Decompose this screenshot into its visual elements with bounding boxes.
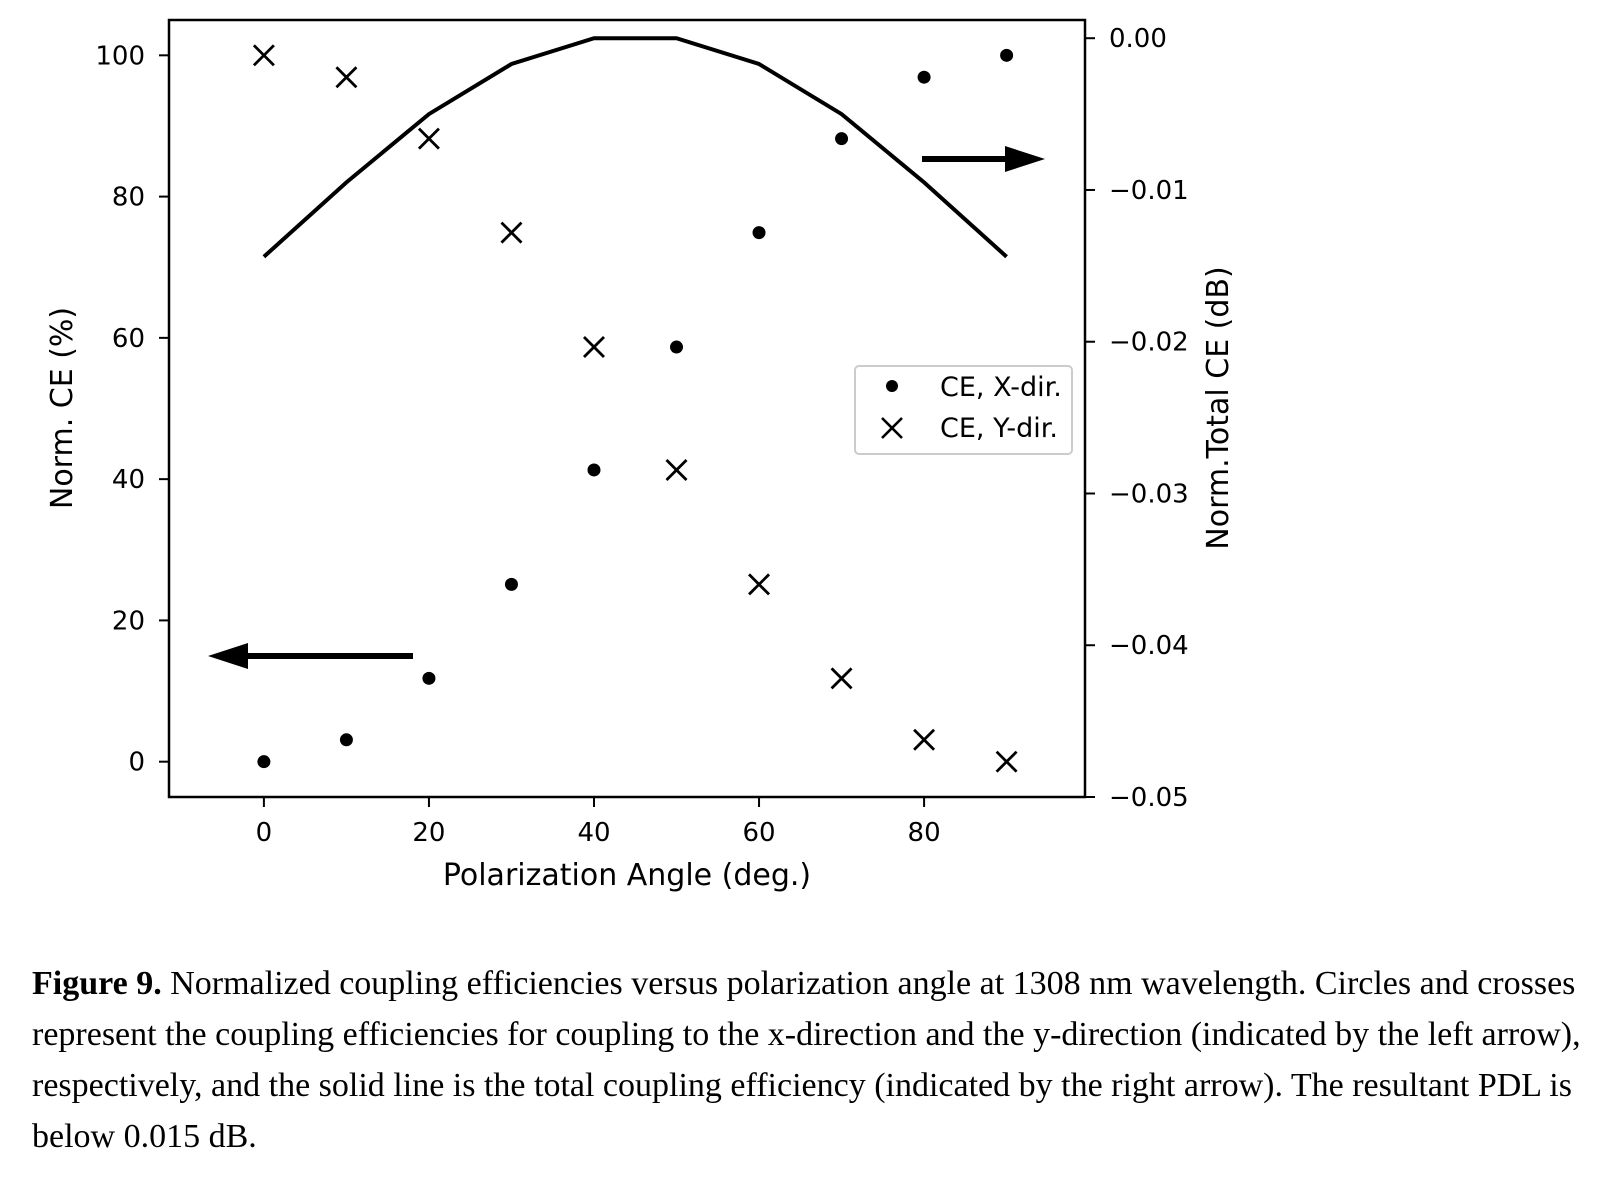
point-y-dir bbox=[830, 667, 853, 690]
y-tick-label-right: −0.01 bbox=[1109, 176, 1189, 206]
caption-text: Normalized coupling efficiencies versus … bbox=[32, 965, 1581, 1155]
legend-marker-cross bbox=[881, 417, 903, 439]
x-axis-label: Polarization Angle (deg.) bbox=[443, 858, 811, 893]
point-y-dir bbox=[335, 66, 358, 89]
y-tick-label-left: 100 bbox=[95, 41, 145, 71]
chart-marks bbox=[252, 36, 1018, 773]
point-x-dir bbox=[504, 577, 518, 591]
chart: 0 20 40 60 80 0 20 40 60 80 100 0.00 −0.01 −0.02 −0.03… bbox=[45, 18, 1236, 893]
y-tick-label-left: 60 bbox=[112, 324, 145, 354]
right-arrow-annotation bbox=[922, 146, 1045, 172]
point-y-dir bbox=[583, 336, 605, 359]
legend-box bbox=[854, 365, 1073, 455]
legend-label-y-dir: CE, Y-dir. bbox=[940, 413, 1058, 444]
y-tick-label-left: 40 bbox=[112, 465, 145, 495]
y-tick-label-right: −0.03 bbox=[1109, 479, 1189, 509]
point-x-dir bbox=[257, 755, 271, 769]
point-y-dir bbox=[500, 221, 523, 244]
legend-label-x-dir: CE, X-dir. bbox=[940, 372, 1062, 403]
point-y-dir bbox=[417, 127, 440, 150]
point-y-dir bbox=[748, 573, 771, 596]
x-tick-label: 40 bbox=[577, 818, 610, 848]
y-tick-label-right: −0.02 bbox=[1109, 328, 1189, 358]
y-tick-label-right: −0.04 bbox=[1109, 631, 1189, 661]
point-x-dir bbox=[1000, 48, 1014, 62]
point-y-dir bbox=[665, 458, 688, 481]
y-tick-label-left: 80 bbox=[112, 183, 145, 213]
legend-marker-circle bbox=[886, 380, 898, 392]
point-x-dir bbox=[587, 463, 601, 477]
left-arrow-annotation bbox=[208, 643, 413, 669]
point-x-dir bbox=[752, 226, 766, 240]
axes: 0 20 40 60 80 0 20 40 60 80 100 0.00 −0.01 −0.02 −0.03… bbox=[95, 24, 1188, 848]
legend: CE, X-dir. CE, Y-dir. bbox=[854, 365, 1073, 455]
point-y-dir bbox=[995, 750, 1018, 773]
plot-frame bbox=[167, 18, 1087, 799]
y-tick-label-right: −0.05 bbox=[1109, 783, 1189, 813]
y-axis-label-left: Norm. CE (%) bbox=[45, 307, 80, 509]
y-tick-label-left: 0 bbox=[128, 748, 145, 778]
point-x-dir bbox=[835, 132, 849, 146]
caption-label: Figure 9. bbox=[32, 965, 162, 1002]
x-tick-label: 60 bbox=[742, 818, 775, 848]
point-y-dir bbox=[252, 44, 275, 67]
x-tick-label: 20 bbox=[412, 818, 445, 848]
y-axis-label-right: Norm.Total CE (dB) bbox=[1201, 266, 1236, 549]
y-tick-label-right: 0.00 bbox=[1109, 24, 1167, 54]
point-y-dir bbox=[913, 728, 936, 751]
total-ce-line bbox=[262, 36, 1008, 259]
point-x-dir bbox=[339, 733, 353, 747]
x-tick-label: 0 bbox=[256, 818, 273, 848]
point-x-dir bbox=[422, 671, 436, 685]
figure-caption: Figure 9. Normalized coupling efficienci… bbox=[32, 958, 1612, 1162]
x-tick-label: 80 bbox=[908, 818, 941, 848]
point-x-dir bbox=[670, 340, 684, 354]
y-tick-label-left: 20 bbox=[112, 606, 145, 636]
point-x-dir bbox=[917, 70, 931, 84]
